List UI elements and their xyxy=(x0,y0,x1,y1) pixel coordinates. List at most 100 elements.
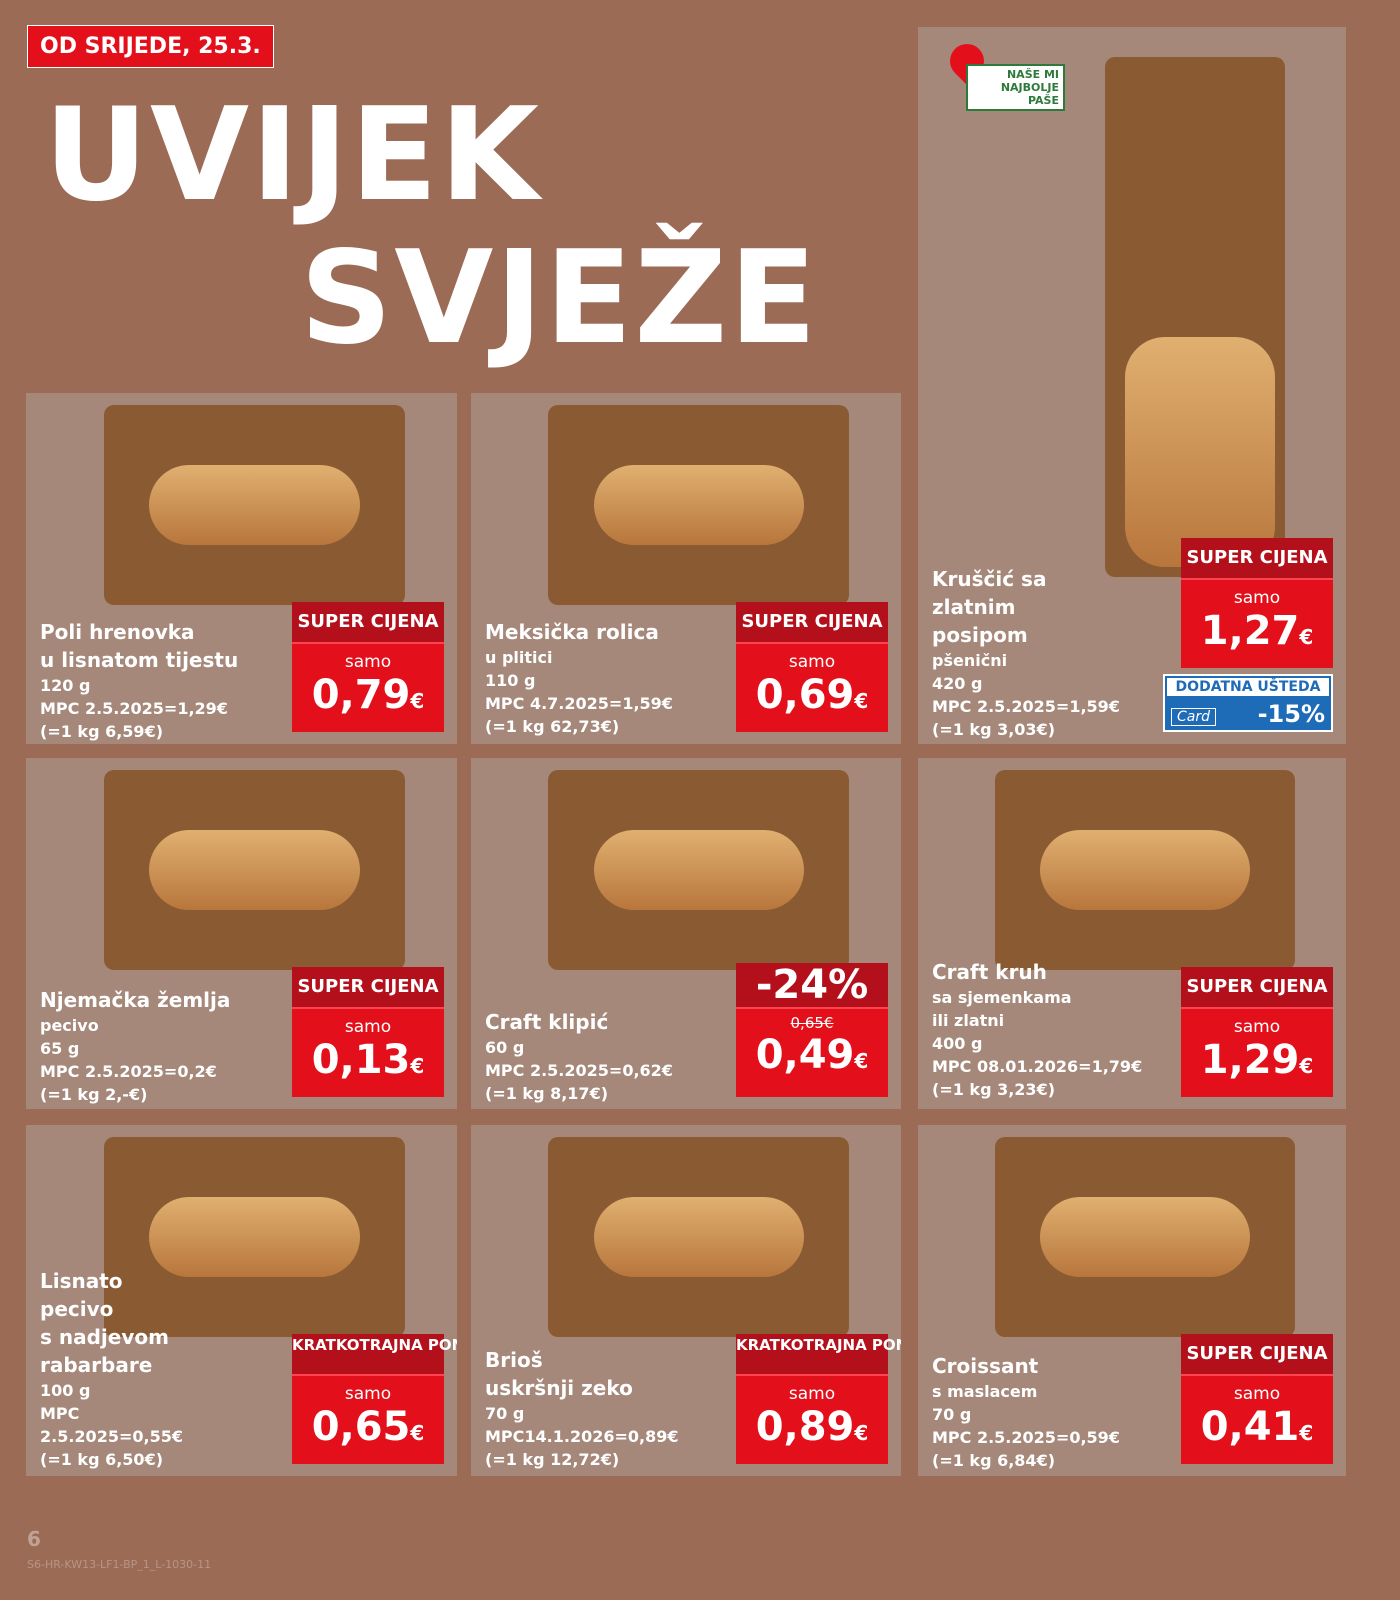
currency: € xyxy=(1299,625,1314,649)
price-box: SUPER CIJENA samo 0,41€ xyxy=(1181,1334,1333,1464)
product-image xyxy=(548,770,850,970)
logo-text: NAŠE MI xyxy=(1006,68,1059,81)
product-weight: 100 g xyxy=(40,1381,91,1400)
price-value: 0,79 xyxy=(311,672,411,718)
reference-price: MPC 2.5.2025=0,2€ xyxy=(40,1062,217,1081)
product-variant: s maslacem xyxy=(932,1382,1038,1401)
reference-price: MPC 2.5.2025=1,59€ xyxy=(932,697,1120,716)
product-name: Brioš xyxy=(485,1348,543,1372)
unit-price: (=1 kg 12,72€) xyxy=(485,1450,620,1469)
product-name: Craft kruh xyxy=(932,960,1047,984)
product-card[interactable]: Craft klipić 60 g MPC 2.5.2025=0,62€ (=1 kg… xyxy=(471,758,901,1109)
price: 0,49€ xyxy=(756,1032,869,1078)
product-weight: 70 g xyxy=(932,1405,972,1424)
price: 0,65€ xyxy=(312,1404,425,1450)
price-value: 0,13 xyxy=(311,1037,411,1083)
product-info: Meksička rolica u plitici 110 g MPC 4.7.202… xyxy=(485,618,673,738)
headline-line-1: UVIJEK xyxy=(44,81,541,230)
price-box: -24% 0,65€ 0,49€ xyxy=(736,963,888,1097)
price: 1,27€ xyxy=(1201,608,1314,654)
product-variant: pšenični xyxy=(932,651,1008,670)
extra-saving-title: DODATNA UŠTEDA xyxy=(1167,678,1329,696)
product-name: u lisnatom tijestu xyxy=(40,648,239,672)
product-name: s nadjevom xyxy=(40,1325,169,1349)
product-info: Craft klipić 60 g MPC 2.5.2025=0,62€ (=1 kg… xyxy=(485,1008,673,1105)
product-card[interactable]: Njemačka žemlja pecivo 65 g MPC 2.5.2025=0,… xyxy=(26,758,457,1109)
product-name: rabarbare xyxy=(40,1353,153,1377)
product-card[interactable]: Poli hrenovka u lisnatom tijestu 120 g MPC … xyxy=(26,393,457,744)
product-variant: sa sjemenkama xyxy=(932,988,1072,1007)
product-card[interactable]: Kruščić sa zlatnim posipom pšenični 420 g MPC… xyxy=(918,27,1346,744)
price-badge: KRATKOTRAJNA PONUDA xyxy=(736,1334,901,1374)
unit-price: (=1 kg 6,50€) xyxy=(40,1450,164,1469)
product-card[interactable]: Brioš uskršnji zeko 70 g MPC14.1.2026=0,89€… xyxy=(471,1125,901,1476)
product-image xyxy=(548,405,850,605)
price-label: samo xyxy=(788,1384,836,1404)
card-extra-saving: DODATNA UŠTEDA Card -15% xyxy=(1163,674,1333,732)
currency: € xyxy=(410,689,425,713)
price-badge: KRATKOTRAJNA PONUDA xyxy=(292,1334,457,1374)
price-box: SUPER CIJENA samo 0,79€ xyxy=(292,602,444,732)
product-card[interactable]: Croissant s maslacem 70 g MPC 2.5.2025=0,59… xyxy=(918,1125,1346,1476)
reference-price: MPC 2.5.2025=0,62€ xyxy=(485,1061,673,1080)
product-name: Croissant xyxy=(932,1354,1039,1378)
product-variant: pecivo xyxy=(40,1016,99,1035)
reference-price: 2.5.2025=0,55€ xyxy=(40,1427,183,1446)
price-box: SUPER CIJENA samo 1,29€ xyxy=(1181,967,1333,1097)
product-card[interactable]: Craft kruh sa sjemenkama ili zlatni 400 g MP… xyxy=(918,758,1346,1109)
reference-price: MPC 08.01.2026=1,79€ xyxy=(932,1057,1143,1076)
unit-price: (=1 kg 2,-€) xyxy=(40,1085,148,1104)
price-label: samo xyxy=(1233,1384,1281,1404)
unit-price: (=1 kg 3,23€) xyxy=(932,1080,1056,1099)
date-badge: OD SRIJEDE, 25.3. xyxy=(27,25,274,68)
product-weight: 120 g xyxy=(40,676,91,695)
currency: € xyxy=(410,1054,425,1078)
unit-price: (=1 kg 62,73€) xyxy=(485,717,620,736)
price-badge: SUPER CIJENA xyxy=(1181,1334,1333,1374)
product-variant: u plitici xyxy=(485,648,553,667)
product-weight: 420 g xyxy=(932,674,983,693)
product-info: Craft kruh sa sjemenkama ili zlatni 400 g MP… xyxy=(932,958,1142,1101)
product-image xyxy=(103,770,406,970)
price-badge: SUPER CIJENA xyxy=(1181,538,1333,578)
product-info: Lisnato pecivo s nadjevom rabarbare 100 g MPC… xyxy=(40,1267,183,1471)
price-box: SUPER CIJENA samo 0,69€ xyxy=(736,602,888,732)
product-info: Kruščić sa zlatnim posipom pšenični 420 g MPC… xyxy=(932,565,1120,741)
headline-line-2: SVJEŽE xyxy=(300,224,819,373)
product-variant: ili zlatni xyxy=(932,1011,1005,1030)
price-box: SUPER CIJENA samo 1,27€ xyxy=(1181,538,1333,668)
unit-price: (=1 kg 3,03€) xyxy=(932,720,1056,739)
price-label: samo xyxy=(1233,588,1281,608)
product-name: Craft klipić xyxy=(485,1010,609,1034)
price-badge: SUPER CIJENA xyxy=(292,602,444,642)
reference-price: MPC14.1.2026=0,89€ xyxy=(485,1427,679,1446)
reference-price: MPC xyxy=(40,1404,80,1423)
price-badge: SUPER CIJENA xyxy=(1181,967,1333,1007)
product-name: Njemačka žemlja xyxy=(40,988,231,1012)
discount-badge: -24% xyxy=(736,963,888,1007)
print-code: S6-HR-KW13-LF1-BP_1_L-1030-11 xyxy=(27,1558,212,1571)
unit-price: (=1 kg 8,17€) xyxy=(485,1084,609,1103)
old-price: 0,65€ xyxy=(790,1014,834,1032)
price: 0,89€ xyxy=(756,1404,869,1450)
product-weight: 400 g xyxy=(932,1034,983,1053)
product-image xyxy=(995,770,1295,970)
page-number: 6 xyxy=(27,1527,41,1551)
product-name: Meksička rolica xyxy=(485,620,659,644)
loyalty-card-icon: Card xyxy=(1171,708,1216,726)
nase-mi-najbolje-pase-logo: NAŠE MI NAJBOLJE PAŠE xyxy=(942,36,1065,111)
price-value: 0,65 xyxy=(311,1404,411,1450)
product-card[interactable]: Meksička rolica u plitici 110 g MPC 4.7.202… xyxy=(471,393,901,744)
product-image xyxy=(995,1137,1295,1337)
product-info: Croissant s maslacem 70 g MPC 2.5.2025=0,59… xyxy=(932,1352,1120,1472)
unit-price: (=1 kg 6,84€) xyxy=(932,1451,1056,1470)
product-info: Poli hrenovka u lisnatom tijestu 120 g MPC … xyxy=(40,618,238,743)
product-card[interactable]: Lisnato pecivo s nadjevom rabarbare 100 g MPC… xyxy=(26,1125,457,1476)
price-value: 0,89 xyxy=(755,1404,855,1450)
reference-price: MPC 2.5.2025=1,29€ xyxy=(40,699,228,718)
price-badge: SUPER CIJENA xyxy=(736,602,888,642)
currency: € xyxy=(854,1049,869,1073)
price-value: 0,69 xyxy=(755,672,855,718)
product-info: Njemačka žemlja pecivo 65 g MPC 2.5.2025=0,… xyxy=(40,986,230,1106)
